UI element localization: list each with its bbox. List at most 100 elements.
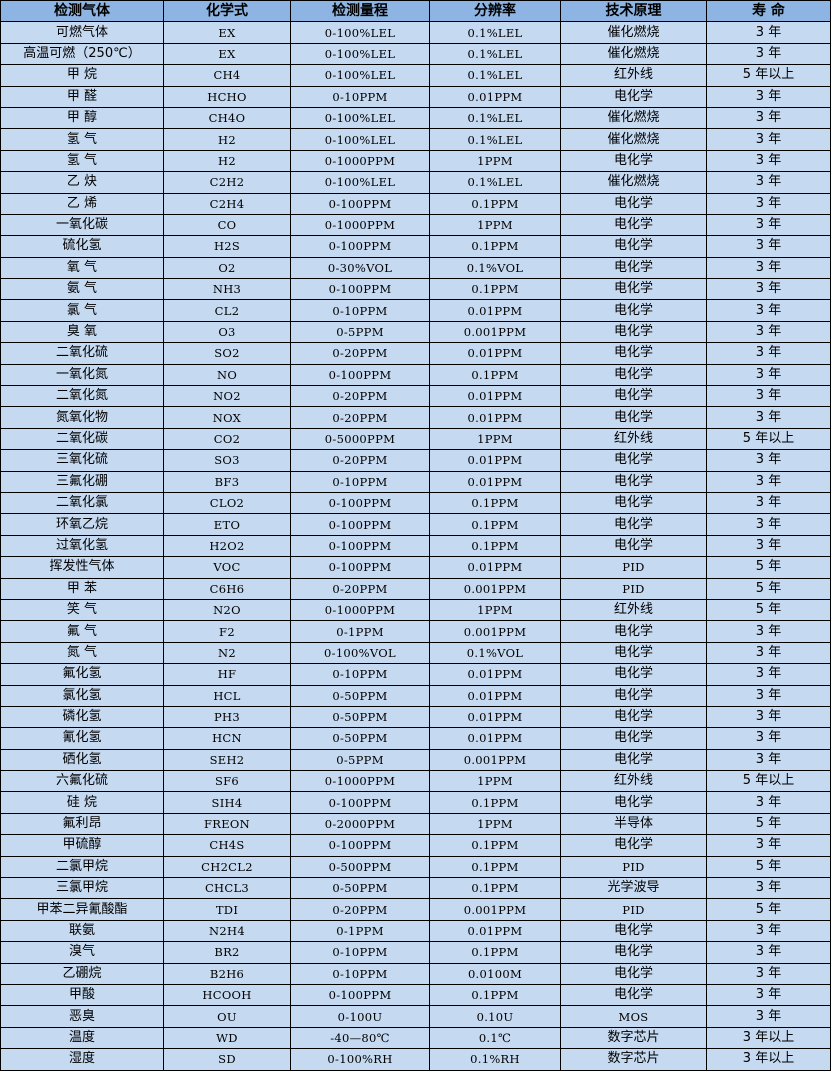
table-row: 氯 气 CL2 0-10PPM 0.01PPM 电化学 3 年: [0, 299, 831, 322]
gas-name-cell: 臭 氧: [0, 320, 164, 344]
resolution-cell: 0.01PPM: [429, 663, 561, 686]
lifespan-cell: 5 年: [706, 898, 831, 921]
header-formula: 化学式: [163, 0, 291, 23]
detection-range-cell: 0-20PPM: [290, 449, 430, 472]
resolution-cell: 0.001PPM: [429, 320, 561, 344]
resolution-cell: 0.0100M: [429, 962, 561, 985]
detection-range-cell: 0-10PPM: [290, 941, 430, 964]
chemical-formula-cell: B2H6: [163, 962, 291, 985]
gas-name-cell: 高温可燃（250℃）: [0, 42, 164, 66]
lifespan-cell: 3 年: [706, 877, 831, 900]
table-row: 氟 气 F2 0-1PPM 0.001PPM 电化学 3 年: [0, 620, 831, 643]
detection-range-cell: 0-100PPM: [290, 556, 430, 579]
detection-range-cell: 0-20PPM: [290, 342, 430, 365]
chemical-formula-cell: N2O: [163, 598, 291, 622]
detection-range-cell: 0-1PPM: [290, 919, 430, 943]
resolution-cell: 0.10U: [429, 1005, 561, 1028]
table-row: 一氧化氮 NO 0-100PPM 0.1PPM 电化学 3 年: [0, 363, 831, 387]
chemical-formula-cell: TDI: [163, 898, 291, 921]
chemical-formula-cell: C2H4: [163, 192, 291, 215]
table-row: 氨 气 NH3 0-100PPM 0.1PPM 电化学 3 年: [0, 278, 831, 301]
chemical-formula-cell: BR2: [163, 941, 291, 964]
resolution-cell: 1PPM: [429, 427, 561, 451]
gas-name-cell: 三氯甲烷: [0, 877, 164, 900]
lifespan-cell: 3 年: [706, 620, 831, 643]
resolution-cell: 0.001PPM: [429, 898, 561, 921]
detection-range-cell: 0-100%LEL: [290, 106, 430, 130]
table-row: 一氧化碳 CO 0-1000PPM 1PPM 电化学 3 年: [0, 213, 831, 237]
detection-range-cell: 0-100%LEL: [290, 64, 430, 87]
table-row: 三氧化硫 SO3 0-20PPM 0.01PPM 电化学 3 年: [0, 449, 831, 472]
gas-name-cell: 二氧化硫: [0, 342, 164, 365]
lifespan-cell: 3 年: [706, 406, 831, 429]
technical-principle-cell: 电化学: [560, 406, 707, 429]
technical-principle-cell: 电化学: [560, 834, 707, 857]
chemical-formula-cell: CH4O: [163, 106, 291, 130]
chemical-formula-cell: FREON: [163, 812, 291, 836]
detection-range-cell: 0-100PPM: [290, 983, 430, 1007]
gas-name-cell: 六氟化硫: [0, 770, 164, 793]
gas-name-cell: 一氧化碳: [0, 213, 164, 237]
lifespan-cell: 3 年: [706, 684, 831, 707]
chemical-formula-cell: EX: [163, 42, 291, 66]
resolution-cell: 0.01PPM: [429, 919, 561, 943]
table-row: 乙硼烷 B2H6 0-10PPM 0.0100M 电化学 3 年: [0, 962, 831, 985]
chemical-formula-cell: F2: [163, 620, 291, 643]
resolution-cell: 0.1%RH: [429, 1048, 561, 1071]
technical-principle-cell: 电化学: [560, 748, 707, 772]
technical-principle-cell: PID: [560, 556, 707, 579]
table-row: 氟化氢 HF 0-10PPM 0.01PPM 电化学 3 年: [0, 663, 831, 686]
table-row: 磷化氢 PH3 0-50PPM 0.01PPM 电化学 3 年: [0, 705, 831, 729]
technical-principle-cell: 催化燃烧: [560, 21, 707, 44]
detection-range-cell: 0-100%RH: [290, 1048, 430, 1071]
resolution-cell: 0.01PPM: [429, 470, 561, 493]
gas-name-cell: 甲 醛: [0, 85, 164, 108]
detection-range-cell: 0-20PPM: [290, 406, 430, 429]
gas-name-cell: 甲 醇: [0, 106, 164, 130]
detection-range-cell: 0-100PPM: [290, 513, 430, 536]
chemical-formula-cell: SIH4: [163, 791, 291, 814]
resolution-cell: 0.1PPM: [429, 941, 561, 964]
table-row: 氮氧化物 NOX 0-20PPM 0.01PPM 电化学 3 年: [0, 406, 831, 429]
technical-principle-cell: 电化学: [560, 663, 707, 686]
table-row: 恶臭 OU 0-100U 0.10U MOS 3 年: [0, 1005, 831, 1028]
gas-name-cell: 氧 气: [0, 256, 164, 280]
lifespan-cell: 3 年: [706, 213, 831, 237]
table-row: 氢 气 H2 0-100%LEL 0.1%LEL 催化燃烧 3 年: [0, 128, 831, 151]
table-row: 联氨 N2H4 0-1PPM 0.01PPM 电化学 3 年: [0, 919, 831, 943]
chemical-formula-cell: SEH2: [163, 748, 291, 772]
technical-principle-cell: 电化学: [560, 256, 707, 280]
header-resolution: 分辨率: [429, 0, 561, 23]
table-row: 硅 烷 SIH4 0-100PPM 0.1PPM 电化学 3 年: [0, 791, 831, 814]
technical-principle-cell: 电化学: [560, 449, 707, 472]
lifespan-cell: 3 年: [706, 278, 831, 301]
table-row: 过氧化氢 H2O2 0-100PPM 0.1PPM 电化学 3 年: [0, 534, 831, 558]
gas-name-cell: 氢 气: [0, 128, 164, 151]
lifespan-cell: 3 年: [706, 983, 831, 1007]
gas-name-cell: 恶臭: [0, 1005, 164, 1028]
gas-name-cell: 笑 气: [0, 598, 164, 622]
table-row: 甲 苯 C6H6 0-20PPM 0.001PPM PID 5 年: [0, 577, 831, 600]
resolution-cell: 0.1PPM: [429, 235, 561, 258]
header-row: 检测气体 化学式 检测量程 分辨率 技术原理 寿 命: [0, 0, 831, 23]
gas-name-cell: 联氨: [0, 919, 164, 943]
lifespan-cell: 3 年: [706, 727, 831, 750]
header-range: 检测量程: [290, 0, 430, 23]
technical-principle-cell: 电化学: [560, 192, 707, 215]
chemical-formula-cell: HCL: [163, 684, 291, 707]
resolution-cell: 1PPM: [429, 770, 561, 793]
table-row: 氧 气 O2 0-30%VOL 0.1%VOL 电化学 3 年: [0, 256, 831, 280]
table-row: 氮 气 N2 0-100%VOL 0.1%VOL 电化学 3 年: [0, 641, 831, 665]
resolution-cell: 0.01PPM: [429, 727, 561, 750]
technical-principle-cell: PID: [560, 855, 707, 879]
resolution-cell: 0.1PPM: [429, 534, 561, 558]
chemical-formula-cell: SF6: [163, 770, 291, 793]
technical-principle-cell: 催化燃烧: [560, 42, 707, 66]
lifespan-cell: 3 年以上: [706, 1048, 831, 1071]
chemical-formula-cell: C2H2: [163, 171, 291, 194]
technical-principle-cell: 催化燃烧: [560, 171, 707, 194]
table-row: 甲苯二异氰酸酯 TDI 0-20PPM 0.001PPM PID 5 年: [0, 898, 831, 921]
chemical-formula-cell: ETO: [163, 513, 291, 536]
gas-name-cell: 二氧化碳: [0, 427, 164, 451]
table-row: 硒化氢 SEH2 0-5PPM 0.001PPM 电化学 3 年: [0, 748, 831, 772]
